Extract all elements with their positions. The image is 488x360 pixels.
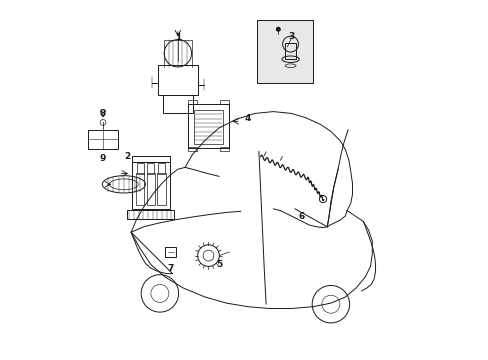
Bar [158,163,165,174]
Bar [146,173,155,205]
Bar [187,100,196,104]
Bar [194,110,223,144]
Bar [136,163,143,174]
Bar [220,100,228,104]
Bar [220,147,228,151]
Text: 7: 7 [167,264,174,273]
Circle shape [275,27,280,32]
Bar [257,20,312,83]
Text: 5: 5 [216,260,222,269]
Bar [187,104,229,148]
Text: 6: 6 [298,212,305,220]
Bar [158,65,197,95]
Bar [164,247,176,257]
Text: 3: 3 [287,32,294,41]
Bar [136,173,144,205]
Text: 2: 2 [124,152,130,161]
Bar [163,95,193,113]
Bar [127,210,174,219]
Bar [132,162,169,209]
Bar [284,44,296,59]
Bar [132,156,169,162]
Text: 1: 1 [174,33,181,42]
Text: 8: 8 [99,109,105,118]
Bar [187,147,196,151]
Bar [157,173,166,205]
Text: 4: 4 [244,114,251,123]
Bar [88,130,118,149]
Text: 9: 9 [99,154,105,163]
Bar [147,163,154,174]
